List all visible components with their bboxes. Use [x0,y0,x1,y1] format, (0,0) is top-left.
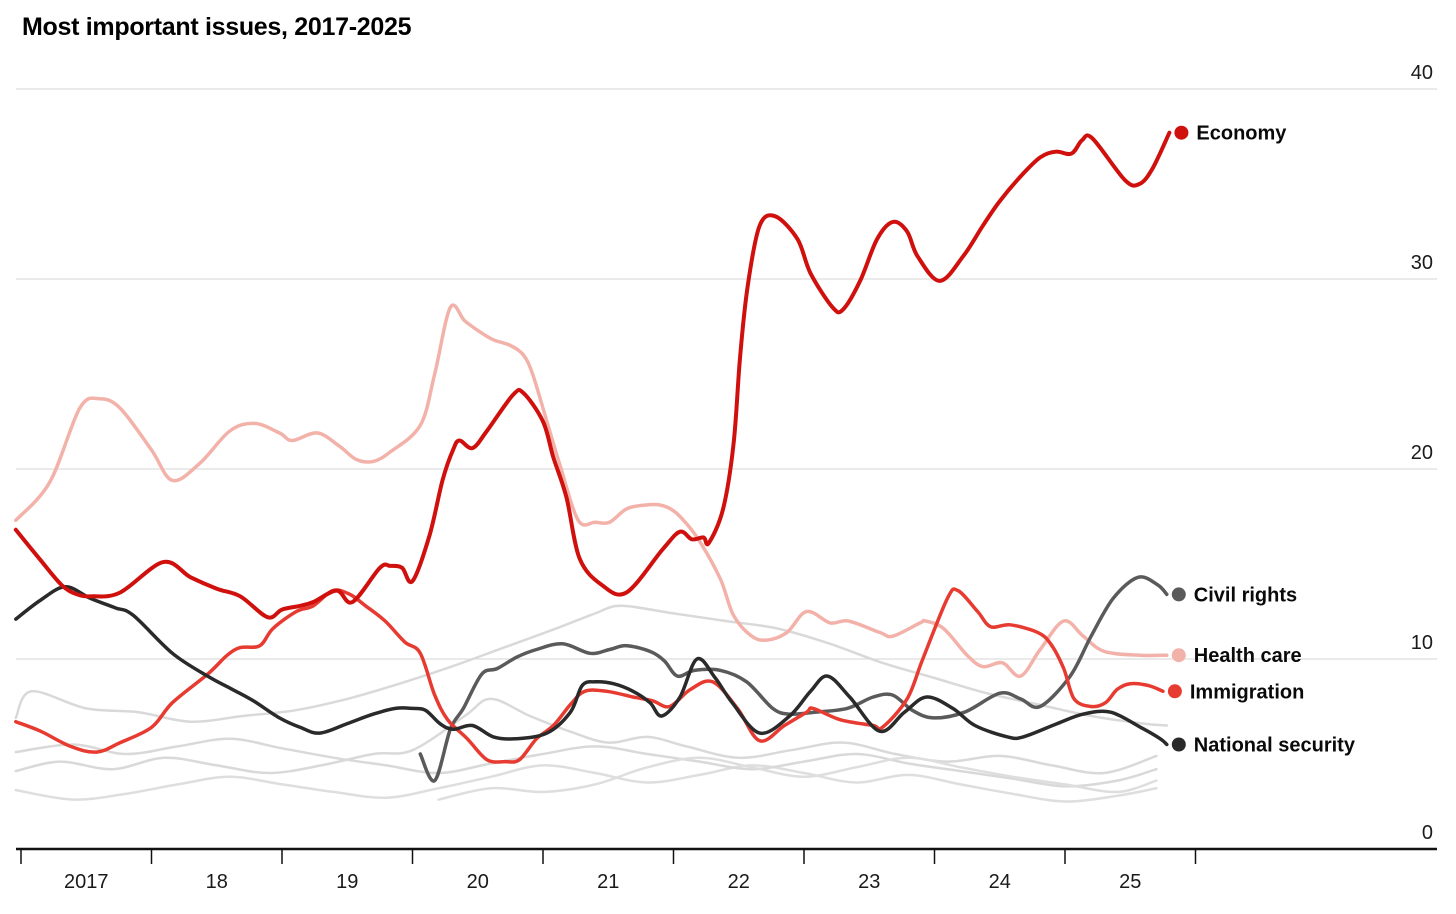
series-line-economy [13,130,1172,620]
national-security-label: National security [1194,735,1356,757]
series-line-other-5 [437,756,1158,801]
economy-label: Economy [1196,123,1287,145]
series-line-civil-rights [418,575,1169,783]
series-line-other-2 [14,697,1158,775]
series-line-other-4 [14,737,1158,788]
y-tick-label-30: 30 [1411,252,1433,274]
y-tick-label-40: 40 [1411,62,1433,84]
health-care-label: Health care [1194,645,1302,667]
y-tick-label-10: 10 [1411,632,1433,654]
x-tick-label-23: 23 [858,871,880,893]
series-line-national-security [14,585,1169,747]
immigration-end-dot [1167,684,1182,699]
national-security-end-dot [1171,737,1186,752]
series-line-immigration [14,587,1165,764]
y-tick-label-20: 20 [1411,442,1433,464]
x-tick-label-24: 24 [989,871,1011,893]
series-line-other-1 [14,604,1169,727]
civil-rights-end-dot [1171,587,1186,602]
health-care-end-dot [1171,648,1186,663]
x-tick-label-18: 18 [206,871,228,893]
immigration-label: Immigration [1190,681,1304,703]
x-tick-label-20: 20 [467,871,489,893]
x-tick-label-19: 19 [336,871,358,893]
civil-rights-label: Civil rights [1194,584,1297,606]
series-line-other-3 [14,764,1158,803]
series-line-health-care [14,303,1169,678]
x-tick-label-21: 21 [597,871,619,893]
economy-end-dot [1174,125,1189,140]
x-tick-label-25: 25 [1119,871,1141,893]
x-tick-label-2017: 2017 [64,871,109,893]
x-tick-label-22: 22 [728,871,750,893]
chart-title: Most important issues, 2017-2025 [22,13,412,41]
y-tick-label-0: 0 [1422,822,1433,844]
